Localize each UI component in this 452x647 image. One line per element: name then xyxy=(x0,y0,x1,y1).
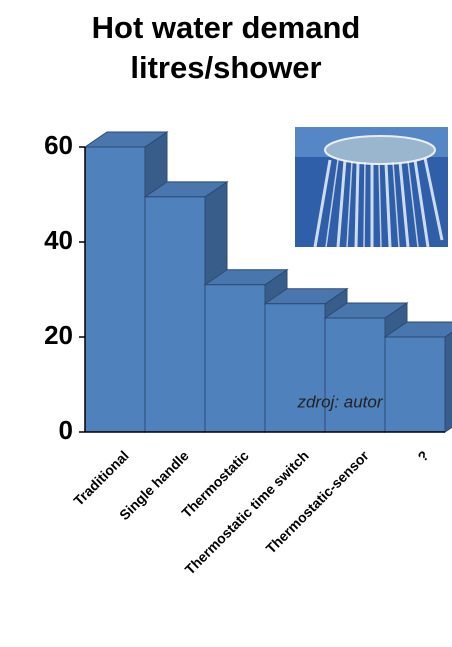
bar-front xyxy=(145,197,205,432)
y-tick-label: 0 xyxy=(59,415,73,445)
x-tick-label: Traditional xyxy=(70,447,131,508)
x-tick-label: Thermostatic time switch xyxy=(182,447,312,577)
chart-title: Hot water demand xyxy=(92,10,361,45)
x-tick-label: ? xyxy=(414,447,431,464)
y-tick-label: 40 xyxy=(44,225,73,255)
y-tick-label: 60 xyxy=(44,130,73,160)
bar-front xyxy=(85,147,145,432)
chart: Hot water demand litres/shower zdroj: au… xyxy=(0,0,452,647)
bar-front xyxy=(385,337,445,432)
bar-side xyxy=(445,322,452,432)
bar-front xyxy=(205,285,265,432)
bar-front xyxy=(265,304,325,432)
bar xyxy=(385,322,452,432)
shower-photo xyxy=(295,127,448,247)
bar-front xyxy=(325,318,385,432)
y-tick-label: 20 xyxy=(44,320,73,350)
chart-subtitle: litres/shower xyxy=(130,50,321,85)
annotation: zdroj: autor xyxy=(296,392,383,411)
x-tick-label: Thermostatic-sensor xyxy=(263,447,373,557)
